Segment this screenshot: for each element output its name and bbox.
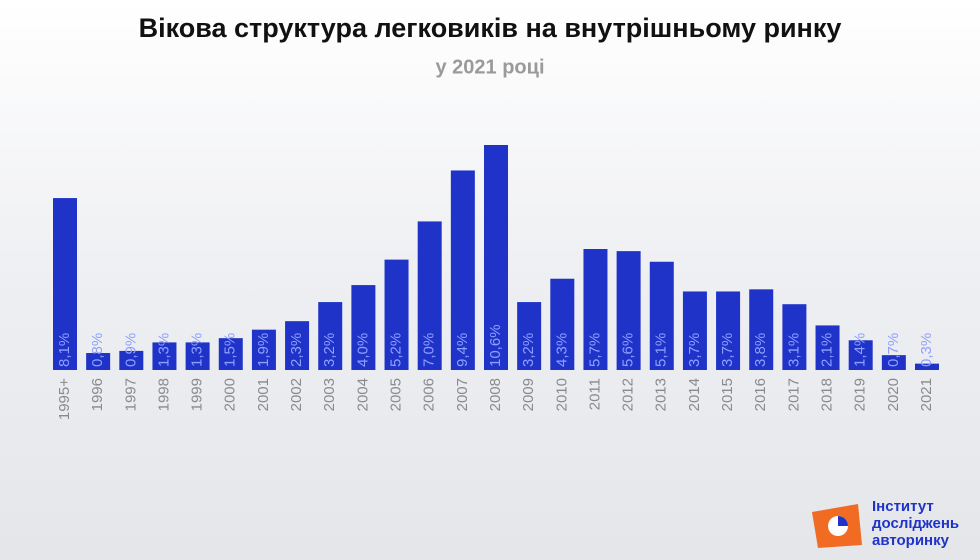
bar	[384, 259, 409, 370]
logo: Інститут досліджень авторинку	[812, 498, 959, 549]
x-tick-label: 2008	[487, 378, 504, 411]
value-label: 7,0%	[421, 333, 438, 367]
bar	[815, 325, 840, 370]
value-label: 1,9%	[255, 333, 272, 367]
x-tick-label: 2017	[785, 378, 802, 411]
x-tick-label: 2015	[719, 378, 736, 411]
x-tick-label: 2010	[553, 378, 570, 411]
value-label: 3,7%	[686, 333, 703, 367]
value-label: 1,3%	[155, 333, 172, 367]
x-tick-label: 2005	[388, 378, 405, 411]
bar	[782, 304, 807, 370]
x-tick-label: 2021	[918, 378, 935, 411]
value-label: 1,3%	[189, 333, 206, 367]
bar	[86, 353, 111, 370]
chart-subtitle: у 2021 році	[435, 56, 544, 78]
value-label: 3,1%	[785, 333, 802, 367]
bar	[649, 261, 674, 370]
value-label: 5,1%	[653, 333, 670, 367]
logo-text: авторинку	[872, 532, 950, 549]
bar	[848, 340, 873, 370]
bar	[517, 302, 542, 370]
bar	[550, 278, 575, 370]
bar	[450, 170, 475, 370]
bar	[218, 338, 243, 370]
x-tick-label: 2014	[686, 378, 703, 411]
bar	[484, 145, 508, 370]
x-tick-label: 2016	[752, 378, 769, 411]
value-label: 9,4%	[454, 333, 471, 367]
value-label: 4,3%	[553, 333, 570, 367]
value-label: 3,2%	[321, 333, 338, 367]
bar	[682, 291, 707, 370]
bar	[318, 302, 343, 370]
x-tick-label: 2013	[653, 378, 670, 411]
x-tick-label: 2001	[255, 378, 272, 411]
bar	[152, 342, 177, 370]
value-label: 2,1%	[819, 333, 836, 367]
x-tick-label: 2018	[819, 378, 836, 411]
logo-pie-slice	[838, 516, 848, 526]
x-tick-label: 2020	[885, 378, 902, 411]
value-label: 2,3%	[288, 333, 305, 367]
bar	[583, 249, 608, 370]
x-tick-label: 1996	[89, 378, 106, 411]
value-label: 4,0%	[354, 333, 371, 367]
x-tick-label: 2006	[421, 378, 438, 411]
bar	[749, 289, 774, 370]
value-label: 0,8%	[89, 333, 106, 367]
bar	[716, 291, 741, 370]
bar	[616, 251, 641, 370]
value-label: 0,9%	[122, 333, 139, 367]
value-label: 3,2%	[520, 333, 537, 367]
value-label: 3,8%	[752, 333, 769, 367]
bar	[185, 342, 210, 370]
x-tick-label: 1998	[155, 378, 172, 411]
bar	[53, 198, 77, 370]
x-tick-label: 2000	[222, 378, 239, 411]
logo-text: досліджень	[872, 515, 959, 532]
x-tick-label: 2011	[586, 378, 603, 410]
bar	[285, 321, 310, 370]
bar	[915, 363, 939, 370]
value-label: 8,1%	[56, 333, 73, 367]
x-tick-label: 2007	[454, 378, 471, 411]
value-label: 5,6%	[620, 333, 637, 367]
bar	[351, 285, 376, 370]
value-label: 10,6%	[487, 324, 504, 367]
value-label: 0,3%	[918, 333, 935, 367]
bar	[881, 355, 906, 370]
value-label: 1,4%	[852, 333, 869, 367]
chart-title: Вікова структура легковиків на внутрішнь…	[139, 13, 842, 43]
x-tick-label: 2003	[321, 378, 338, 411]
bar	[251, 329, 276, 370]
x-tick-label: 2009	[520, 378, 537, 411]
value-label: 0,7%	[885, 333, 902, 367]
bar	[119, 350, 144, 370]
value-label: 5,2%	[388, 333, 405, 367]
x-tick-label: 2012	[620, 378, 637, 411]
x-tick-label: 2019	[852, 378, 869, 411]
x-tick-label: 1995+	[56, 378, 73, 420]
bar	[417, 221, 442, 370]
value-label: 3,7%	[719, 333, 736, 367]
x-tick-label: 1999	[189, 378, 206, 411]
x-tick-label: 2004	[354, 378, 371, 411]
x-tick-label: 2002	[288, 378, 305, 411]
value-label: 1,5%	[222, 333, 239, 367]
x-tick-label: 1997	[122, 378, 139, 411]
logo-text: Інститут	[872, 498, 934, 515]
value-label: 5,7%	[586, 333, 603, 367]
